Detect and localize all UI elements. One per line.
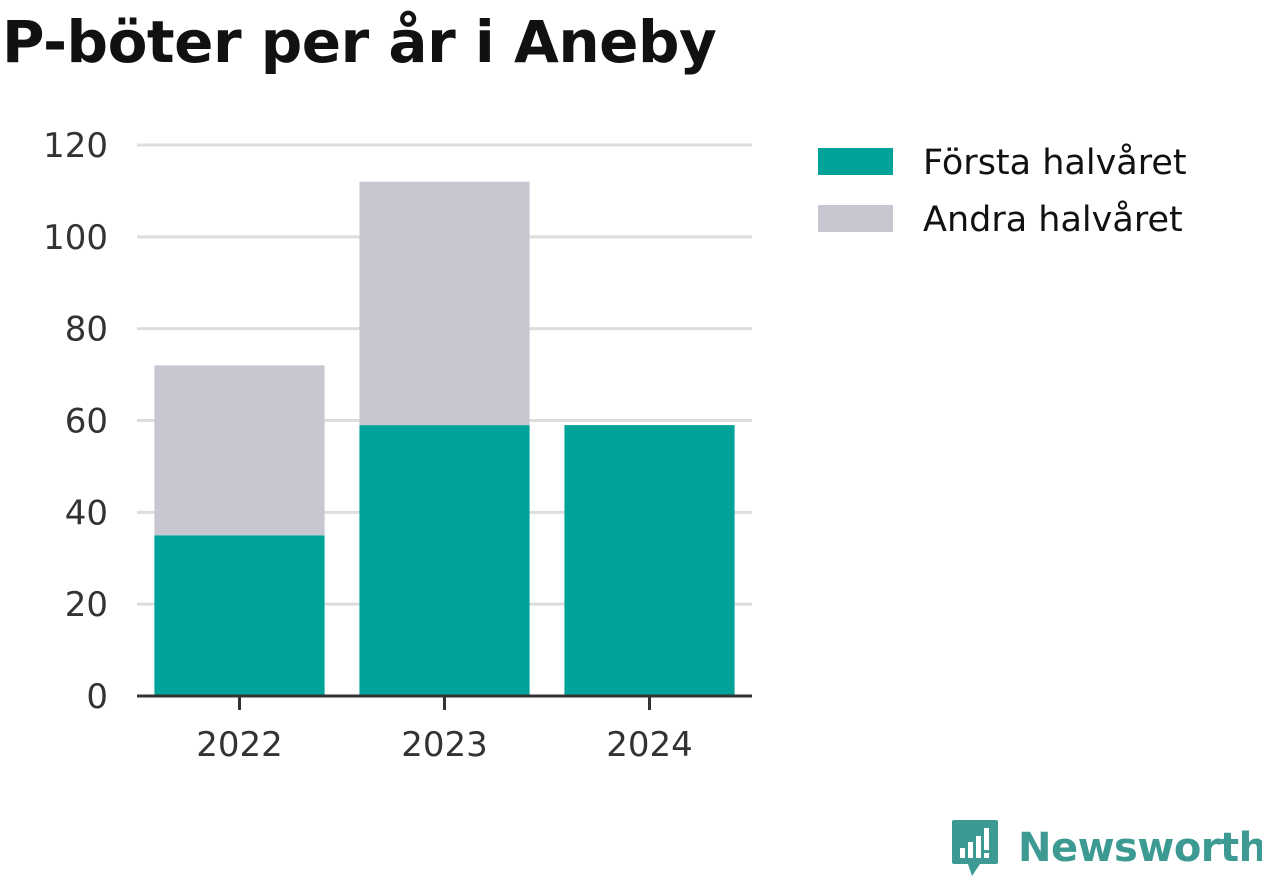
legend: Första halvåret Andra halvåret [818, 142, 1187, 240]
x-tick-label: 2024 [606, 725, 693, 765]
y-tick-label: 20 [65, 585, 108, 625]
legend-label-series-1: Första halvåret [923, 142, 1187, 183]
x-tick-label: 2022 [196, 725, 283, 765]
brand-name: Newsworthy [1018, 825, 1262, 871]
y-tick-label: 40 [65, 493, 108, 533]
legend-swatch-series-1 [818, 148, 893, 175]
bar-2024-series-1 [564, 425, 735, 696]
x-tick-label: 2023 [401, 725, 488, 765]
y-tick-label: 120 [43, 126, 108, 166]
y-tick-label: 80 [65, 310, 108, 350]
bar-2023-series-1 [359, 425, 530, 696]
bar-2022-series-1 [154, 535, 325, 696]
legend-label-series-2: Andra halvåret [923, 199, 1183, 240]
bars [154, 181, 735, 696]
y-tick-label: 0 [86, 677, 108, 717]
y-tick-label: 100 [43, 218, 108, 258]
axes: 0 20 40 60 80 100 120 2022 2023 2024 [43, 126, 752, 765]
bar-2022-series-2 [154, 365, 325, 536]
legend-swatch-series-2 [818, 205, 893, 232]
bar-2023-series-2 [359, 181, 530, 426]
y-tick-label: 60 [65, 402, 108, 442]
newsworthy-logo-icon [952, 820, 998, 876]
newsworthy-logo: Newsworthy [950, 818, 1262, 878]
chart-title: P-böter per år i Aneby [2, 8, 717, 76]
